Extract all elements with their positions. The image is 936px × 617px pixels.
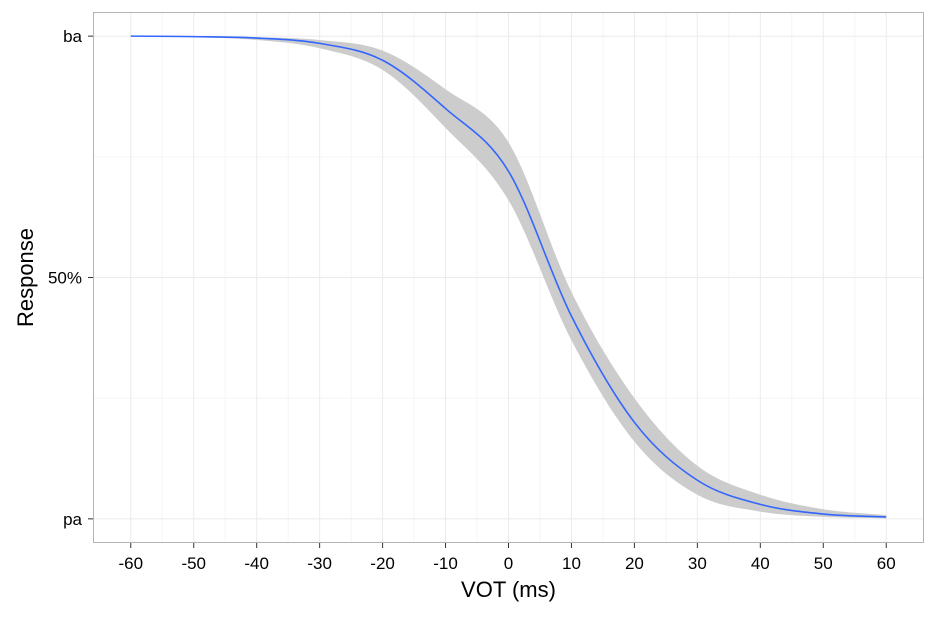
y-tick-label: 50%	[48, 269, 82, 288]
x-tick-label: 60	[877, 554, 896, 573]
y-axis-title: Response	[13, 228, 38, 327]
x-axis: -60 -50 -40 -30 -20 -10 0 10 20 30 40 50 60	[118, 543, 896, 573]
x-tick-label: -50	[181, 554, 206, 573]
x-tick-label: -10	[433, 554, 458, 573]
x-tick-label: 20	[625, 554, 644, 573]
x-tick-label: -60	[118, 554, 143, 573]
y-axis: pa 50% ba	[48, 27, 93, 529]
x-tick-label: 30	[688, 554, 707, 573]
x-tick-label: -40	[244, 554, 269, 573]
series-line	[130, 35, 887, 518]
y-tick-label: pa	[63, 510, 82, 529]
x-tick-label: -30	[307, 554, 332, 573]
x-tick-label: 10	[562, 554, 581, 573]
y-tick-label: ba	[63, 27, 82, 46]
x-tick-label: 50	[814, 554, 833, 573]
x-tick-label: -20	[370, 554, 395, 573]
grid-major	[93, 12, 924, 543]
x-tick-label: 0	[504, 554, 513, 573]
plot-border	[93, 12, 924, 543]
x-tick-label: 40	[751, 554, 770, 573]
x-axis-title: VOT (ms)	[461, 577, 556, 602]
